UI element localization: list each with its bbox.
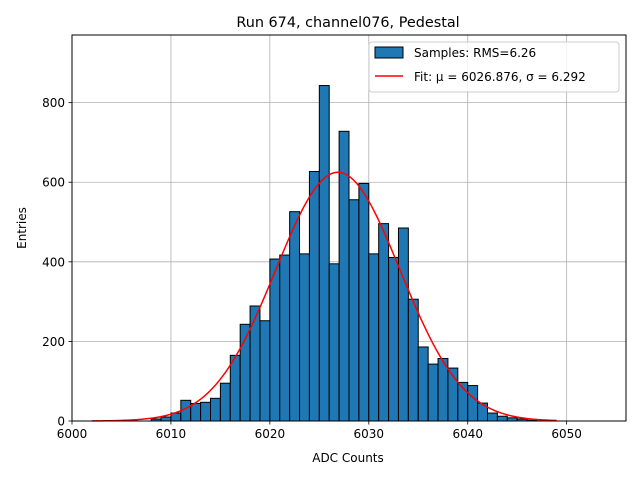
x-axis-label: ADC Counts <box>312 451 384 465</box>
histogram-bar <box>210 397 221 422</box>
histogram-bar <box>279 254 291 422</box>
histogram-bar <box>487 412 498 422</box>
histogram-bar <box>308 170 320 422</box>
legend-label-fit: Fit: μ = 6026.876, σ = 6.292 <box>414 70 586 84</box>
y-tick-label: 800 <box>42 96 65 110</box>
x-tick-label: 6050 <box>551 427 582 441</box>
histogram-bar <box>200 401 212 422</box>
gaussian-fit-line <box>91 171 557 422</box>
y-tick-label: 400 <box>42 255 65 269</box>
histogram-bar <box>417 346 429 422</box>
histogram-bar <box>219 382 231 422</box>
histogram-bar <box>496 415 508 422</box>
legend: Samples: RMS=6.26 Fit: μ = 6026.876, σ =… <box>368 41 620 93</box>
x-tick-label: 6030 <box>354 427 385 441</box>
chart-title: Run 674, channel076, Pedestal <box>236 15 459 31</box>
histogram-bar <box>328 263 340 422</box>
x-axis-ticks: 6000 6010 6020 6030 6040 6050 <box>57 421 582 441</box>
y-tick-label: 200 <box>42 335 65 349</box>
histogram-bar <box>289 211 301 422</box>
legend-box <box>368 41 620 93</box>
histogram-bar <box>368 253 380 422</box>
histogram-bar <box>229 354 241 422</box>
x-tick-label: 6000 <box>57 427 88 441</box>
histogram-bar <box>378 223 390 422</box>
histogram-bar <box>259 320 271 422</box>
legend-swatch-histogram <box>374 46 404 59</box>
y-axis-label: Entries <box>15 207 29 249</box>
legend-label-histogram: Samples: RMS=6.26 <box>414 46 536 60</box>
x-tick-label: 6010 <box>156 427 187 441</box>
histogram-bar <box>407 298 419 422</box>
histogram-bar <box>299 253 310 422</box>
histogram-bar <box>467 385 479 422</box>
y-tick-label: 600 <box>42 176 65 190</box>
histogram-bar <box>269 258 281 422</box>
histogram-bar <box>358 182 370 422</box>
histogram-bar <box>190 402 202 422</box>
x-tick-label: 6040 <box>452 427 483 441</box>
plot-frame <box>71 34 627 422</box>
y-axis-ticks: 0 200 400 600 800 <box>42 96 72 429</box>
histogram-bar <box>249 305 261 422</box>
histogram-bar <box>388 256 399 422</box>
histogram-bar <box>160 416 172 422</box>
histogram-bar <box>318 85 330 422</box>
y-tick-label: 0 <box>57 415 65 429</box>
x-tick-label: 6020 <box>255 427 286 441</box>
histogram-bar <box>427 363 439 422</box>
histogram-bar <box>348 199 360 422</box>
histogram-bar <box>397 227 409 422</box>
